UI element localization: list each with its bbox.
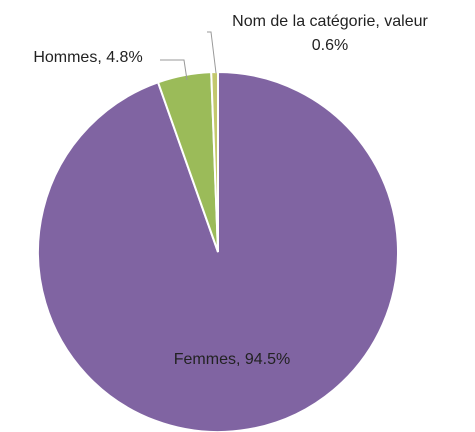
data-label: 0.6%: [312, 37, 348, 54]
data-label: Nom de la catégorie, valeur: [232, 13, 428, 30]
data-label: Hommes, 4.8%: [33, 49, 142, 66]
leader-line: [160, 59, 188, 81]
leader-line: [207, 31, 217, 74]
pie-slice: [210, 70, 219, 253]
data-label: Femmes, 94.5%: [174, 351, 290, 368]
